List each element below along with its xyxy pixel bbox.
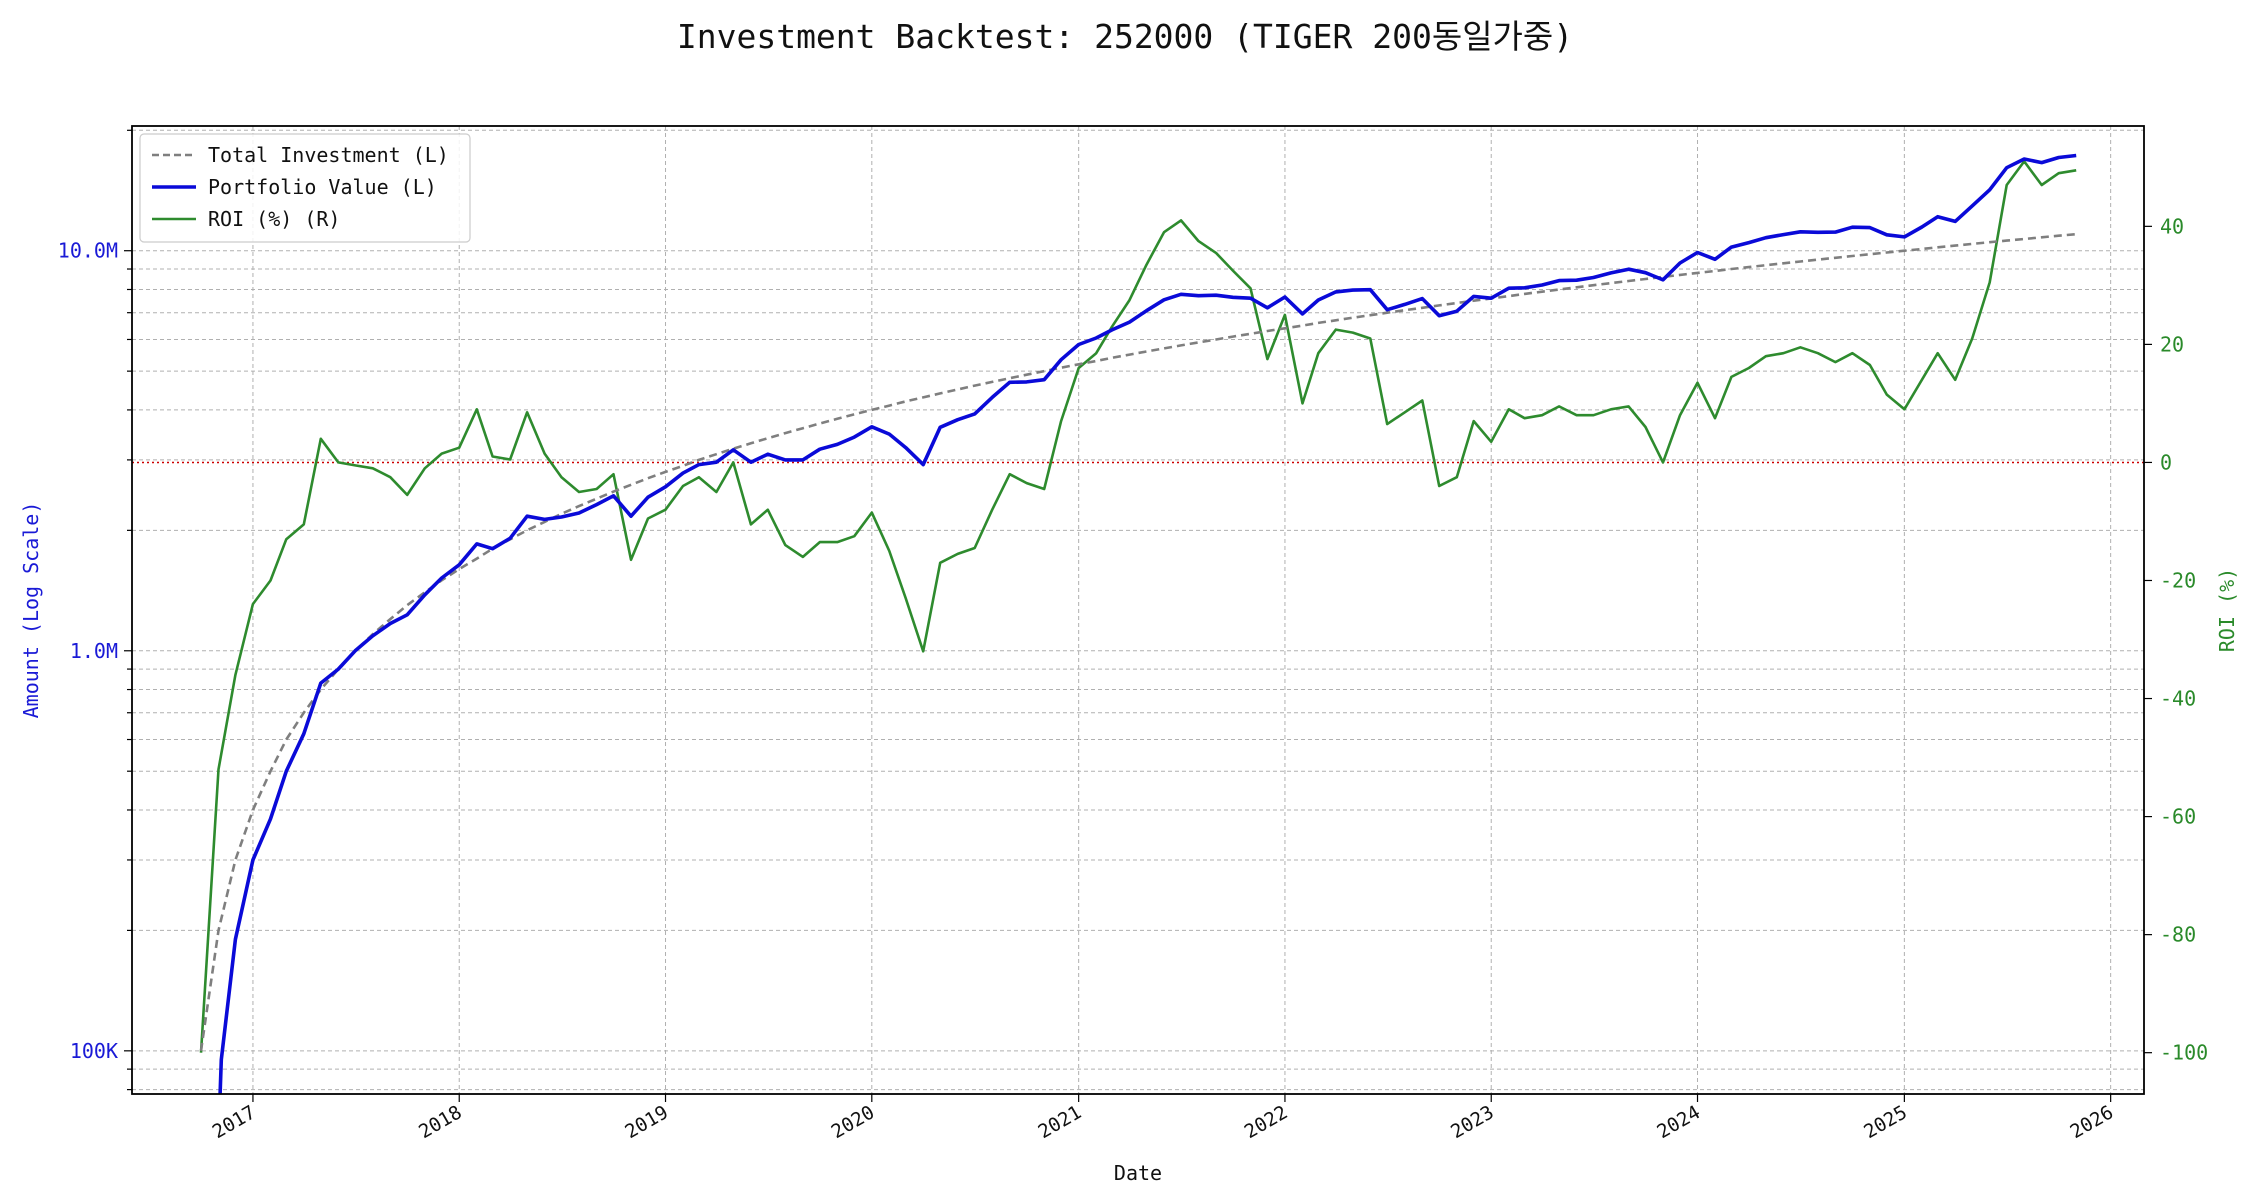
right-tick-label: 0 (2160, 450, 2172, 474)
right-tick-label: -100 (2160, 1041, 2208, 1065)
legend-label-total-investment: Total Investment (L) (208, 143, 449, 167)
right-axis: -100 -80 -60 -40 -20 0 20 40 (2144, 214, 2208, 1065)
x-tick-label: 2026 (2067, 1101, 2118, 1143)
x-axis: 2017 2018 2019 2020 2021 2022 2023 2024 2025 2026 (209, 1094, 2117, 1143)
x-tick-label: 2025 (1860, 1101, 1911, 1143)
chart-title: Investment Backtest: 252000 (TIGER 200동일… (677, 17, 1573, 56)
legend-label-roi: ROI (%) (R) (208, 207, 340, 231)
x-tick-label: 2017 (209, 1101, 260, 1143)
x-axis-label: Date (1114, 1161, 1162, 1185)
right-axis-label: ROI (%) (2215, 568, 2239, 652)
plot-frame (131, 125, 2145, 1095)
x-tick-label: 2018 (415, 1101, 466, 1143)
legend-box (139, 133, 471, 243)
right-tick-label: -80 (2160, 923, 2196, 947)
series-layer (199, 153, 2077, 1094)
right-tick-label: -20 (2160, 568, 2196, 592)
x-tick-label: 2022 (1241, 1101, 1292, 1143)
legend-label-portfolio-value: Portfolio Value (L) (208, 175, 437, 199)
x-tick-label: 2023 (1447, 1101, 1498, 1143)
x-tick-label: 2019 (621, 1101, 672, 1143)
right-tick-label: -40 (2160, 687, 2196, 711)
x-tick-label: 2021 (1035, 1101, 1086, 1143)
left-tick-label: 10.0M (58, 239, 118, 263)
right-tick-label: 40 (2160, 214, 2184, 238)
series-line-total-investment (199, 232, 2077, 1051)
x-tick-label: 2020 (828, 1101, 879, 1143)
left-axis-label: Amount (Log Scale) (19, 502, 43, 719)
left-tick-label: 1.0M (70, 639, 118, 663)
series-line-portfolio-value (218, 153, 2077, 1094)
left-tick-label: 100K (70, 1039, 118, 1063)
grid-lines (132, 126, 2144, 1094)
left-axis: 100K 1.0M 10.0M (58, 129, 132, 1091)
right-tick-label: 20 (2160, 332, 2184, 356)
right-tick-label: -60 (2160, 805, 2196, 829)
legend: Total Investment (L) Portfolio Value (L)… (139, 133, 471, 243)
x-tick-label: 2024 (1653, 1101, 1704, 1143)
series-line-roi (199, 160, 2077, 1053)
